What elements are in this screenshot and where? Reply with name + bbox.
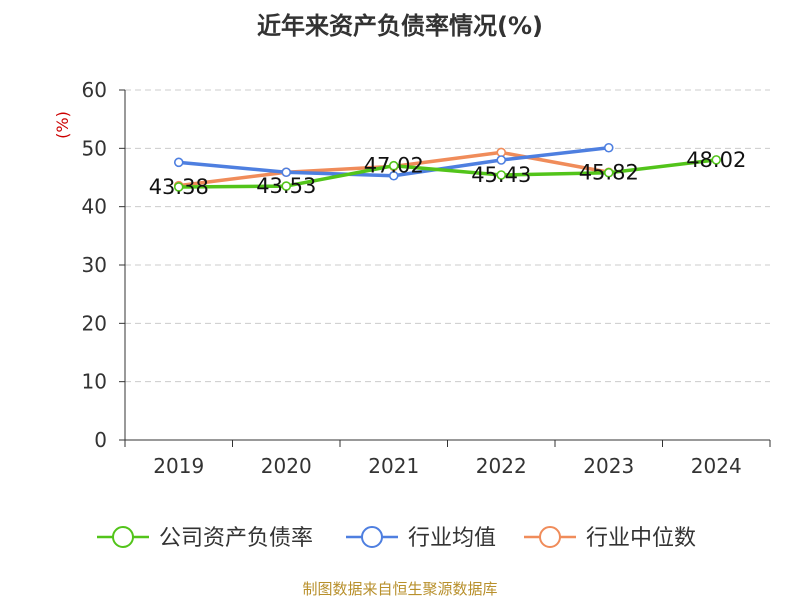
data-point [496,155,507,165]
data-point [388,160,399,171]
data-label: 43.38 [149,175,209,199]
data-label: 48.02 [686,148,746,172]
data-point [603,167,614,178]
source-note: 制图数据来自恒生聚源数据库 [302,580,498,598]
data-label: 43.53 [256,174,316,198]
x-tick-label: 2019 [153,454,204,478]
data-point [281,167,292,178]
y-tick-label: 0 [94,428,107,452]
y-tick-label: 20 [82,311,107,335]
data-point [281,181,292,191]
y-axis-label: (%) [53,111,72,139]
legend-label: 行业中位数 [586,526,696,551]
y-tick-label: 40 [82,195,107,219]
data-point [388,170,399,181]
x-tick-label: 2024 [691,454,742,478]
legend-label: 行业均值 [408,526,496,551]
x-tick-label: 2021 [368,454,419,478]
legend-swatch-marker [539,526,561,548]
x-tick-label: 2023 [583,454,634,478]
legend-swatch-marker [112,526,134,548]
legend-label: 公司资产负债率 [159,526,313,551]
data-point [173,157,184,168]
y-tick-label: 50 [82,136,107,160]
data-point [603,142,614,153]
data-point [173,182,184,192]
y-tick-label: 60 [82,78,107,102]
y-tick-label: 10 [82,370,107,394]
y-tick-label: 30 [82,253,107,277]
data-label: 45.43 [471,163,531,187]
data-label: 45.82 [579,161,639,185]
legend-swatch-marker [361,526,383,548]
series-line [178,158,717,189]
data-point [496,170,507,180]
data-point [711,155,722,165]
x-tick-label: 2022 [476,454,527,478]
x-tick-label: 2020 [261,454,312,478]
chart-title: 近年来资产负债率情况(%) [257,12,543,40]
data-label: 47.02 [364,154,424,178]
